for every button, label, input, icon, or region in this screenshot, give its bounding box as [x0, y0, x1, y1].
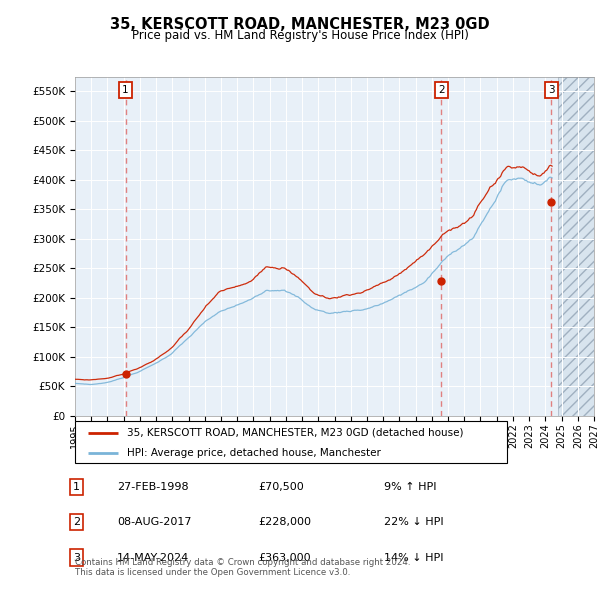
- Text: 35, KERSCOTT ROAD, MANCHESTER, M23 0GD: 35, KERSCOTT ROAD, MANCHESTER, M23 0GD: [110, 17, 490, 31]
- Text: 27-FEB-1998: 27-FEB-1998: [117, 482, 188, 491]
- Bar: [557, 77, 594, 416]
- Text: 14-MAY-2024: 14-MAY-2024: [117, 553, 189, 562]
- Text: 2: 2: [73, 517, 80, 527]
- Text: 2: 2: [438, 86, 445, 95]
- Text: 35, KERSCOTT ROAD, MANCHESTER, M23 0GD (detached house): 35, KERSCOTT ROAD, MANCHESTER, M23 0GD (…: [127, 428, 463, 438]
- FancyBboxPatch shape: [75, 421, 507, 463]
- Text: Price paid vs. HM Land Registry's House Price Index (HPI): Price paid vs. HM Land Registry's House …: [131, 30, 469, 42]
- Text: £363,000: £363,000: [258, 553, 311, 562]
- Text: £70,500: £70,500: [258, 482, 304, 491]
- Text: Contains HM Land Registry data © Crown copyright and database right 2024.
This d: Contains HM Land Registry data © Crown c…: [75, 558, 410, 577]
- Text: 08-AUG-2017: 08-AUG-2017: [117, 517, 191, 527]
- Text: 9% ↑ HPI: 9% ↑ HPI: [384, 482, 437, 491]
- Text: 3: 3: [548, 86, 554, 95]
- Text: 22% ↓ HPI: 22% ↓ HPI: [384, 517, 443, 527]
- Text: £228,000: £228,000: [258, 517, 311, 527]
- Text: 1: 1: [122, 86, 129, 95]
- Text: 14% ↓ HPI: 14% ↓ HPI: [384, 553, 443, 562]
- Text: 3: 3: [73, 553, 80, 562]
- Text: HPI: Average price, detached house, Manchester: HPI: Average price, detached house, Manc…: [127, 448, 381, 457]
- Text: 1: 1: [73, 482, 80, 491]
